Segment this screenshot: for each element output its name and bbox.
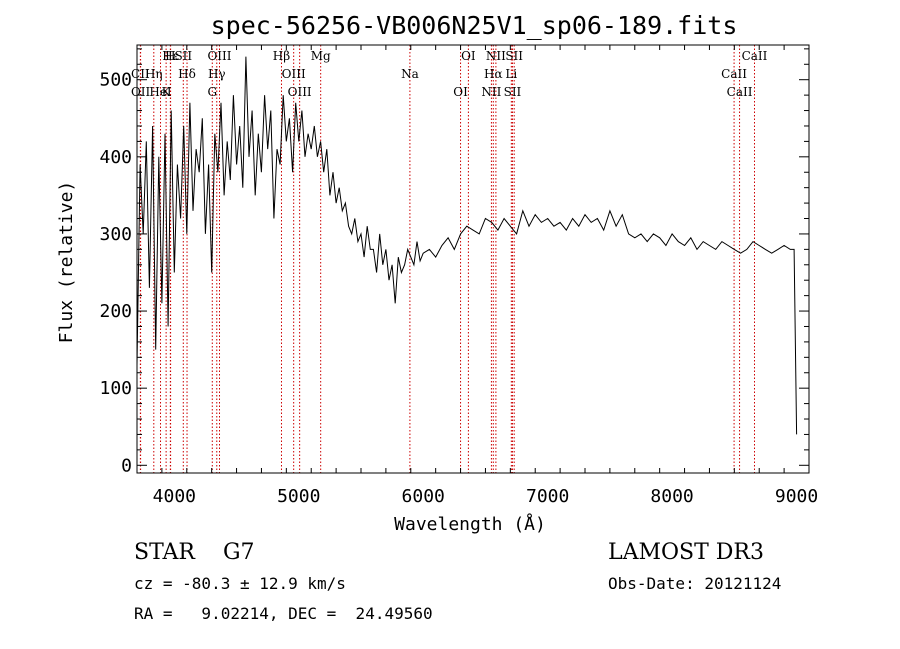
y-tick-label: 400 (99, 147, 132, 168)
spectral-line-label: HeI (149, 85, 172, 99)
survey-name: LAMOST DR3 (608, 540, 764, 565)
spectral-line-label: G (207, 85, 217, 99)
spectral-line-label: Hη (145, 67, 163, 81)
y-axis-label: Flux (relative) (56, 181, 77, 344)
x-tick-label: 9000 (775, 486, 818, 507)
y-tick-label: 200 (99, 301, 132, 322)
spectrum-series-line (136, 56, 798, 435)
x-tick-label: 7000 (526, 486, 569, 507)
y-tick-label: 500 (99, 70, 132, 91)
spectral-line-label: SII (504, 85, 522, 99)
spectral-line-label: CaII (742, 49, 768, 63)
x-tick-labels: 4000 5000 6000 7000 8000 9000 (153, 486, 819, 507)
spectral-line-label: OIII (207, 49, 231, 63)
spectral-line-label: CaII (721, 67, 747, 81)
spectral-line-label: NII (486, 49, 506, 63)
spectral-line-label: Li (505, 67, 517, 81)
spectral-line-label: OIII (282, 67, 306, 81)
spectral-line-label: K (162, 85, 172, 99)
spectral-line-label: Hβ (273, 49, 290, 63)
spectral-line-label: CII (131, 67, 150, 81)
spectral-line-label: Hε (162, 49, 179, 63)
x-tick-label: 6000 (402, 486, 445, 507)
spectral-line-label: Hα (484, 67, 503, 81)
axis-ticks (136, 45, 810, 473)
redshift-text: cz = -80.3 ± 12.9 km/s (134, 574, 346, 593)
spectral-line-marks (139, 45, 755, 473)
spectral-line-label: OIII (288, 85, 312, 99)
plot-frame (136, 44, 810, 474)
spectral-line-label: SII (174, 49, 192, 63)
chart-title: spec-56256-VB006N25V1_sp06-189.fits (211, 11, 738, 40)
spectral-line-label: Hδ (178, 67, 196, 81)
spectral-line-label: Mg (311, 49, 331, 63)
spectral-line-label: OII (131, 85, 151, 99)
x-tick-label: 8000 (650, 486, 693, 507)
spectral-line-label: H (165, 49, 175, 63)
obs-date: Obs-Date: 20121124 (608, 574, 782, 593)
y-tick-label: 100 (99, 378, 132, 399)
spectral-line-labels: Hε Hη K HHδ HeI SII CII OII OIII Hγ G Hβ OIII OIII Mg N… (131, 49, 768, 99)
y-tick-labels: 0 100 200 300 400 500 (99, 70, 132, 477)
y-tick-label: 300 (99, 224, 132, 245)
coordinates: RA = 9.02214, DEC = 24.49560 (134, 604, 433, 623)
spectral-line-label: Hγ (208, 67, 226, 81)
x-axis-label: Wavelength (Å) (394, 513, 546, 535)
x-tick-label: 4000 (153, 486, 196, 507)
spectral-line-label: CaII (727, 85, 753, 99)
y-tick-label: 0 (121, 455, 132, 476)
spectral-line-label: OI (461, 49, 476, 63)
spectral-line-label: SII (505, 49, 523, 63)
spectral-line-label: OI (453, 85, 468, 99)
x-tick-label: 5000 (277, 486, 320, 507)
star-class: STAR G7 (134, 540, 255, 565)
spectral-line-label: NII (481, 85, 501, 99)
spectral-line-label: Na (401, 67, 419, 81)
